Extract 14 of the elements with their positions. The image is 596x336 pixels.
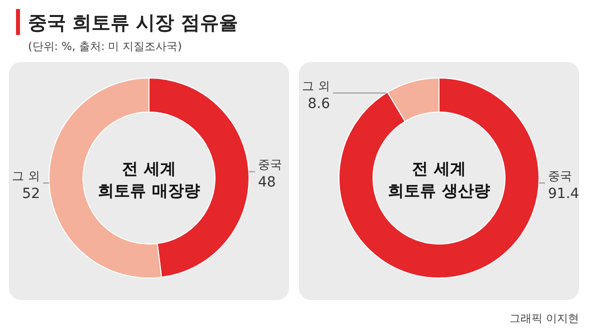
text: 그래픽 이지현 [510,312,579,325]
chart-title: 중국 희토류 시장 점유율 [28,12,238,34]
slice-label: 그 외 [302,79,330,93]
data-label: 48 [258,174,276,191]
data-label: 52 [22,186,40,202]
slice-label: 그 외 [12,169,40,183]
donut-slice [338,78,540,278]
data-label: 91.4 [548,186,580,202]
slice-label: 중국 [548,169,572,183]
data-label: 8.6 [308,96,330,112]
text: 전 세계 희토류 매장량 [98,159,200,200]
text: 전 세계 희토류 생산량 [388,159,490,200]
slice-label: 중국 [258,158,282,172]
chart-subtitle: (단위: %, 출처: 미 지질조사국) [28,40,182,53]
